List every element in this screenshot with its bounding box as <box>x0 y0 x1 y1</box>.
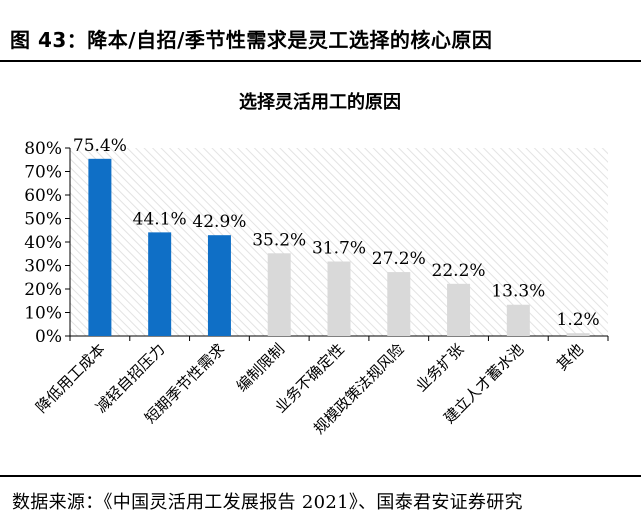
bottom-rule <box>0 475 641 477</box>
bar <box>267 253 291 336</box>
data-label: 31.7% <box>312 239 366 259</box>
data-label: 75.4% <box>73 136 127 156</box>
bar <box>207 235 231 336</box>
top-rule <box>0 60 641 62</box>
y-tick-label: 20% <box>24 280 62 300</box>
bar <box>327 261 351 336</box>
data-label: 27.2% <box>372 249 426 269</box>
data-label: 35.2% <box>252 230 306 250</box>
y-tick-label: 80% <box>24 139 62 159</box>
y-tick-label: 50% <box>24 210 62 230</box>
x-tick-label: 其他 <box>553 340 587 374</box>
figure-header: 图 43：降本/自招/季节性需求是灵工选择的核心原因 <box>0 0 641 64</box>
y-tick-label: 40% <box>24 233 62 253</box>
bar <box>566 333 590 336</box>
y-tick-label: 70% <box>24 163 62 183</box>
y-tick-label: 0% <box>35 327 62 347</box>
bar <box>88 158 112 336</box>
y-tick-label: 60% <box>24 186 62 206</box>
x-tick-label: 编制限制 <box>233 340 288 395</box>
chart-container: 选择灵活用工的原因 0% 10% 20% 30% 40% 50% 60% 70% 80% 75.4… <box>0 64 641 472</box>
data-label: 22.2% <box>432 261 486 281</box>
data-label: 44.1% <box>133 209 187 229</box>
data-label: 13.3% <box>491 282 545 302</box>
data-label: 42.9% <box>192 212 246 232</box>
bar <box>387 272 411 336</box>
chart-title: 选择灵活用工的原因 <box>239 91 401 113</box>
bar <box>447 283 471 336</box>
x-tick-label: 业务扩张 <box>412 340 467 395</box>
y-tick-label: 30% <box>24 257 62 277</box>
bar <box>148 232 172 336</box>
y-tick-label: 10% <box>24 304 62 324</box>
bar-chart: 选择灵活用工的原因 0% 10% 20% 30% 40% 50% 60% 70% 80% 75.4… <box>24 91 609 438</box>
figure-source: 数据来源：《中国灵活用工发展报告 2021》、国泰君安证券研究 <box>12 492 523 513</box>
figure-title: 图 43：降本/自招/季节性需求是灵工选择的核心原因 <box>10 28 493 52</box>
data-label: 1.2% <box>557 310 600 330</box>
bar <box>506 304 530 336</box>
